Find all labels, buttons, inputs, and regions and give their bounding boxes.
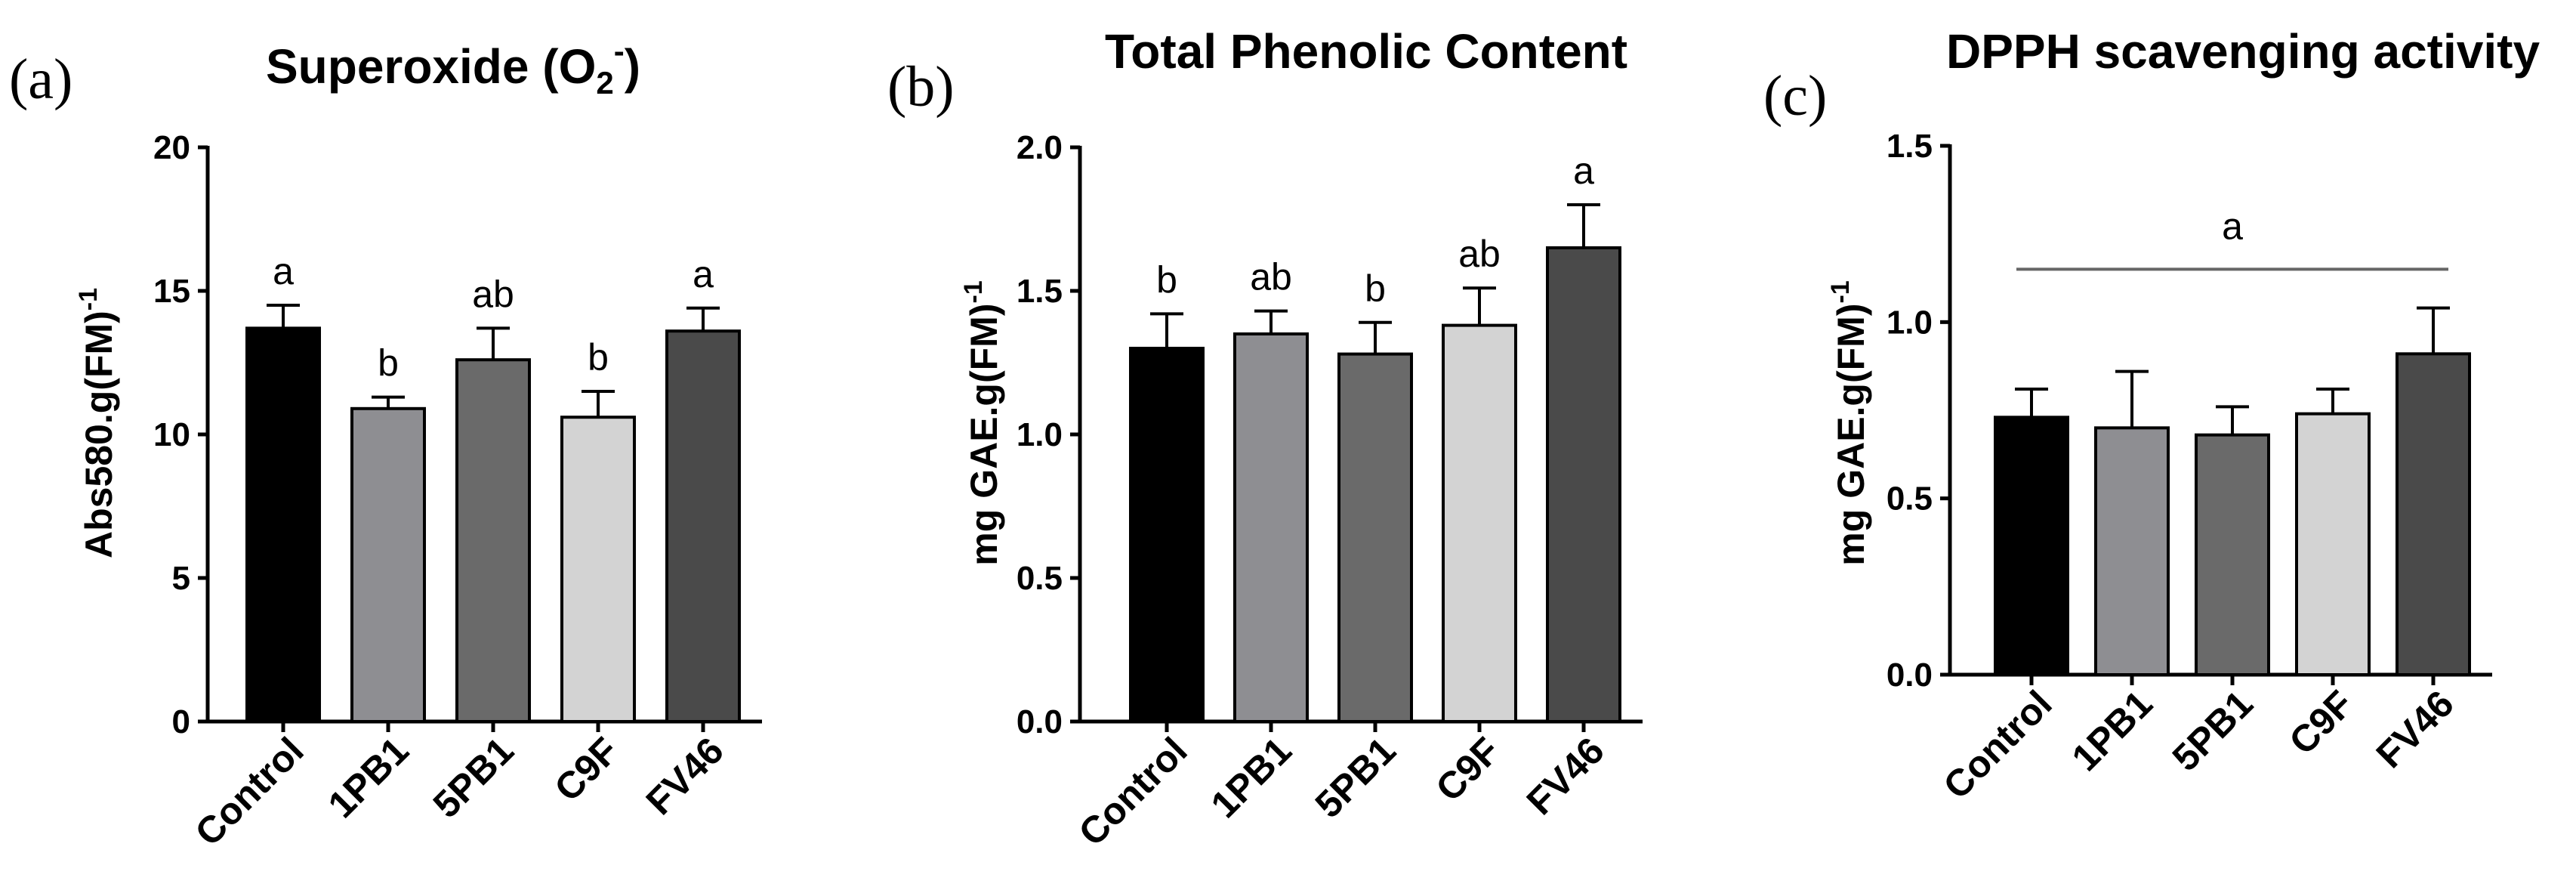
panel-c-letter: (c) (1763, 64, 1827, 128)
y-tick-label: 2.0 (1017, 129, 1063, 166)
significance-letter: b (588, 336, 609, 379)
bar-fv46 (665, 329, 741, 723)
bar-c9f (560, 416, 636, 723)
y-tick-label: 0.5 (1017, 560, 1063, 597)
panel-b-title: Total Phenolic Content (1105, 24, 1627, 79)
panel-b-plot: 0.0 0.5 1.0 1.5 2.0 Control b 1PB1 ab 5PB1 b C9F ab F… (1017, 129, 1643, 854)
x-category-label: C9F (546, 729, 626, 809)
y-tick-label: 10 (153, 416, 190, 453)
significance-letter: ab (1458, 233, 1501, 275)
bar-control (1129, 347, 1205, 723)
y-tick-label: 5 (172, 560, 190, 597)
significance-letter: b (1365, 267, 1386, 310)
bar-1pb1 (2094, 426, 2170, 676)
bar-1pb1 (1233, 332, 1309, 723)
y-tick-label: 20 (153, 129, 190, 166)
panel-b-ylabel: mg GAE.g(FM)-1 (959, 280, 1005, 565)
bar-c9f (1442, 323, 1517, 724)
bar-control (1994, 416, 2069, 676)
x-category-label: Control (1936, 682, 2060, 807)
y-tick-label: 0.5 (1886, 481, 1933, 518)
y-tick-label: 1.0 (1886, 304, 1933, 341)
y-tick-label: 0.0 (1886, 657, 1933, 694)
panel-a-letter: (a) (9, 48, 72, 111)
y-tick-label: 1.5 (1886, 128, 1933, 165)
significance-letter: a (693, 253, 714, 295)
x-category-label: FV46 (2368, 682, 2462, 776)
x-category-label: FV46 (638, 729, 732, 823)
panel-a-plot: 0 5 10 15 20 Control a 1PB1 b 5PB1 ab C9F b FV46 a (153, 129, 762, 854)
y-tick-label: 1.5 (1017, 273, 1063, 310)
bar-fv46 (2396, 352, 2471, 676)
bar-1pb1 (350, 406, 426, 723)
panel-b-letter: (b) (887, 55, 955, 119)
significance-letter: a (2222, 205, 2243, 247)
x-category-label: 1PB1 (2064, 682, 2161, 779)
significance-letter: b (1156, 258, 1177, 301)
bar-5pb1 (2195, 433, 2270, 677)
y-tick-label: 1.0 (1017, 416, 1063, 453)
panel-c-plot: 0.0 0.5 1.0 1.5 Control 1PB1 5PB1 C9F FV46 a (1886, 128, 2492, 807)
significance-letter: a (273, 250, 294, 292)
significance-letter: ab (472, 273, 514, 315)
x-category-label: FV46 (1519, 729, 1612, 823)
bar-5pb1 (1337, 352, 1413, 723)
x-category-label: Control (187, 729, 312, 854)
x-category-label: 1PB1 (320, 729, 417, 826)
significance-letter: b (378, 342, 399, 385)
bar-c9f (2295, 412, 2371, 677)
x-category-label: 5PB1 (2164, 682, 2261, 779)
bar-5pb1 (455, 358, 531, 723)
x-category-label: 1PB1 (1203, 729, 1300, 826)
bar-fv46 (1546, 246, 1621, 723)
x-category-label: C9F (2281, 682, 2361, 762)
y-tick-label: 0 (172, 703, 190, 740)
x-category-label: 5PB1 (425, 729, 522, 826)
panel-c-ylabel: mg GAE.g(FM)-1 (1826, 280, 1872, 565)
significance-letter: a (1573, 150, 1594, 192)
y-tick-label: 15 (153, 273, 190, 310)
panel-c-title: DPPH scavenging activity (1946, 24, 2540, 79)
panel-a-title: Superoxide (O2-) (266, 33, 640, 100)
x-category-label: C9F (1427, 729, 1507, 809)
significance-letter: ab (1250, 256, 1292, 298)
y-tick-label: 0.0 (1017, 703, 1063, 740)
bar-control (245, 326, 321, 723)
x-category-label: 5PB1 (1307, 729, 1404, 826)
x-category-label: Control (1071, 729, 1195, 854)
panel-a-ylabel: Abs580.g(FM)-1 (74, 288, 120, 558)
